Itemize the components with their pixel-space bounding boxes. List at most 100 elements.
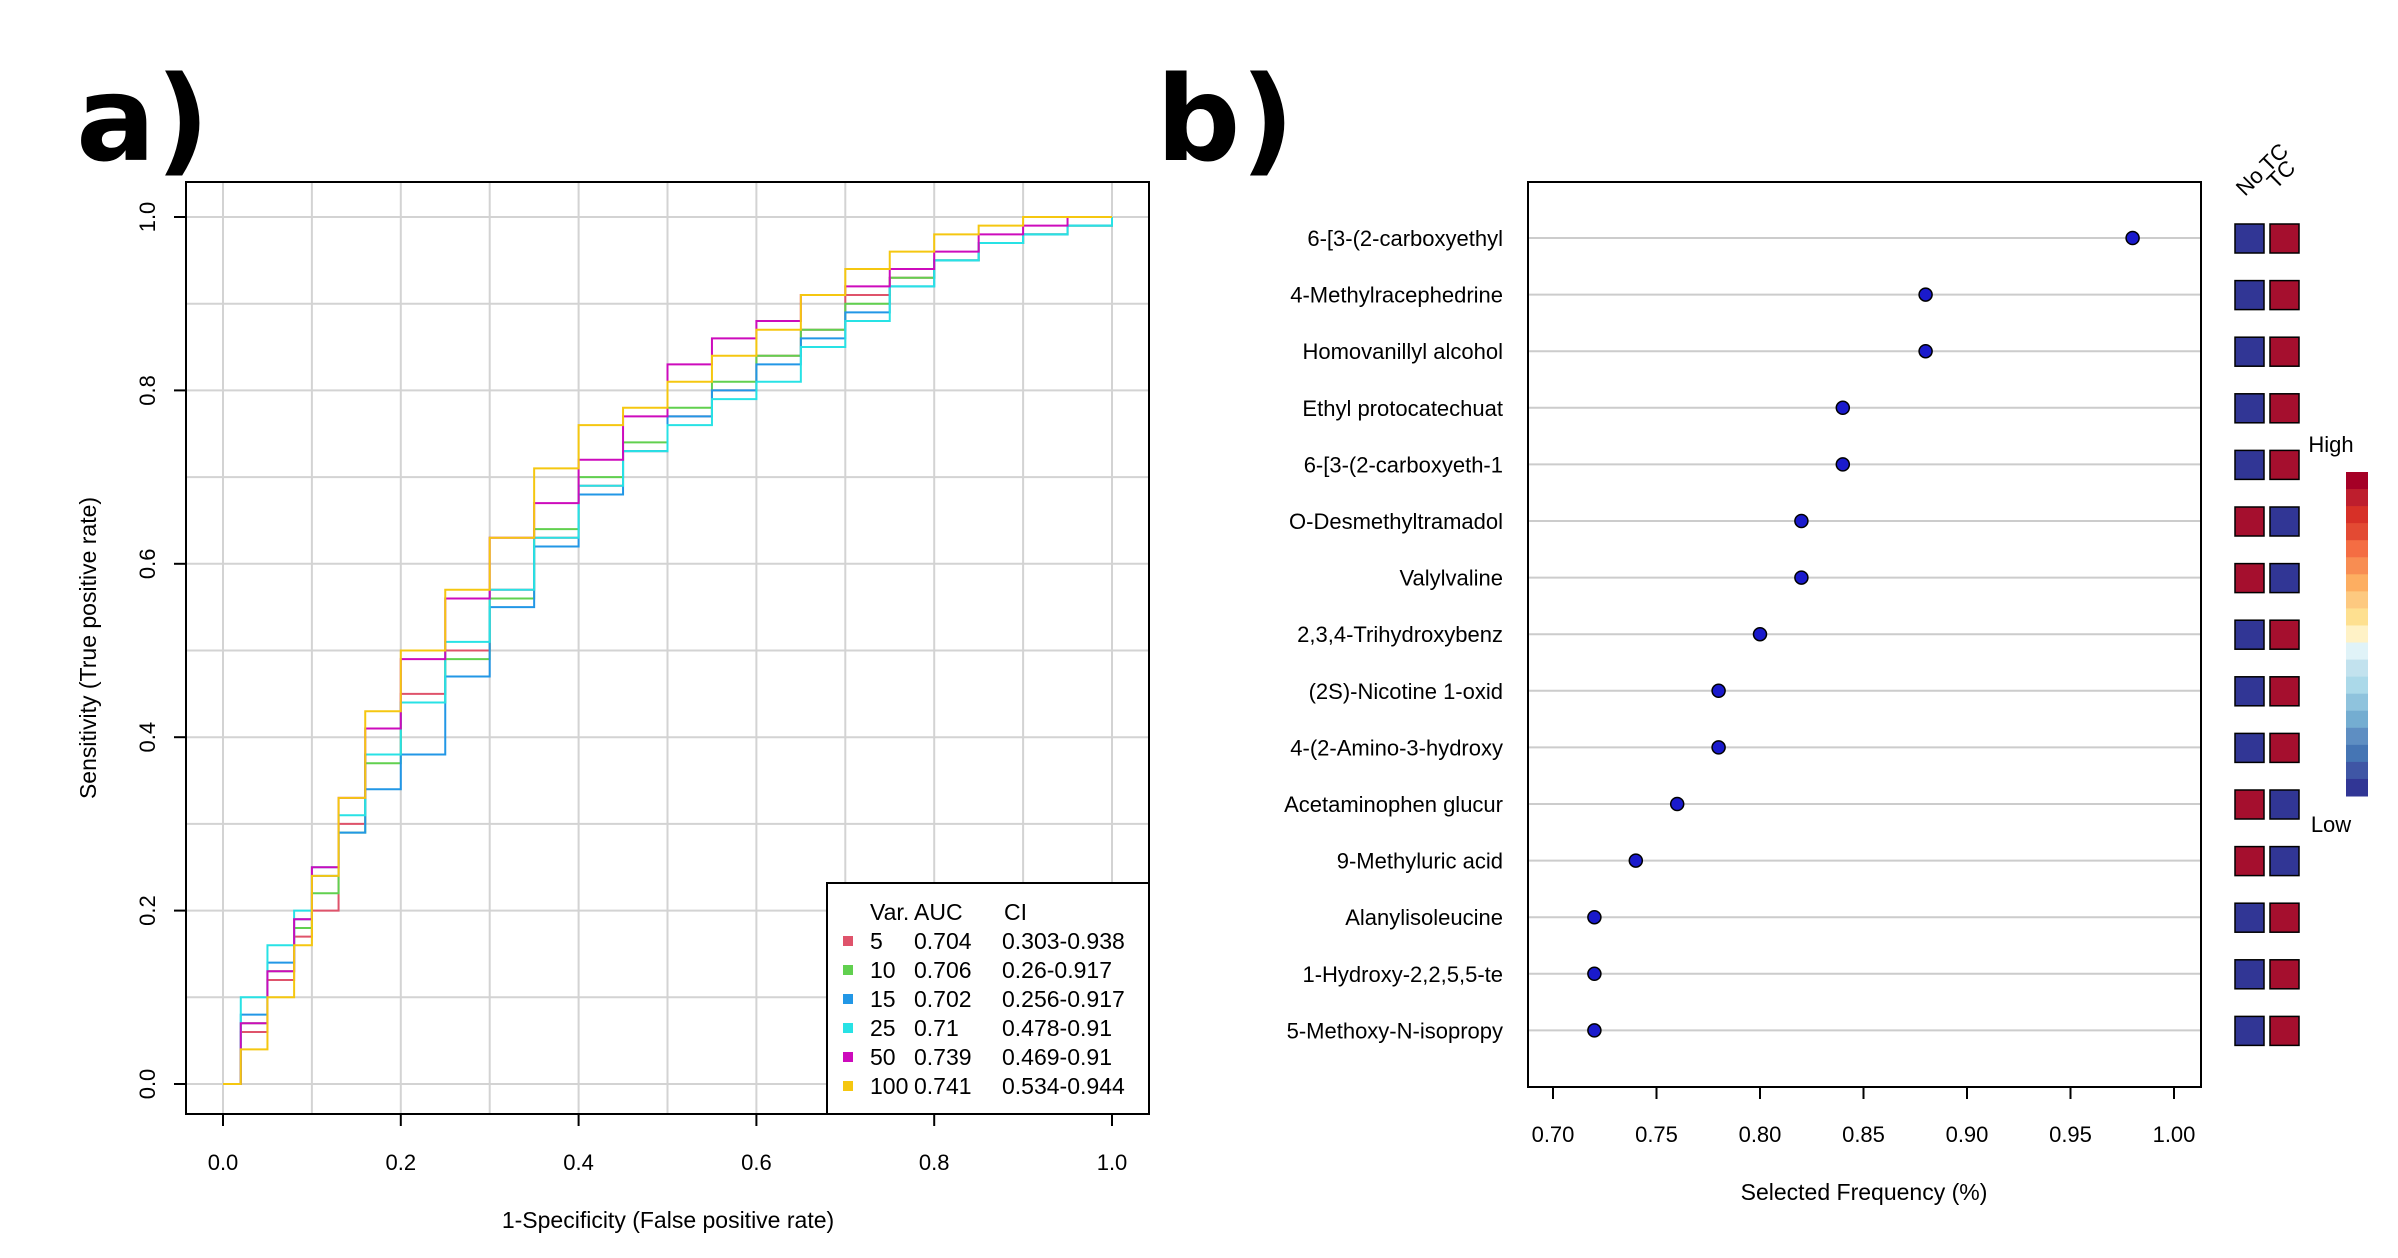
legend-var-5: 5 xyxy=(870,928,883,954)
roc-y-tick-label: 1.0 xyxy=(135,202,160,233)
feature-label: Homovanillyl alcohol xyxy=(1302,339,1503,364)
heat-cell-tc xyxy=(2269,845,2300,877)
heat-cell-tc xyxy=(2269,789,2300,820)
dot-point xyxy=(1711,740,1726,755)
dot-point xyxy=(1587,909,1602,925)
heat-cell-tc xyxy=(2269,959,2300,990)
roc-y-tick-label: 0.2 xyxy=(135,895,160,926)
colorbar-segment xyxy=(2346,540,2368,558)
feature-label: 2,3,4-Trihydroxybenz xyxy=(1297,622,1503,647)
heat-cell-no-tc xyxy=(2234,393,2265,424)
group-heatmap xyxy=(2234,223,2300,1047)
heat-cell-no-tc xyxy=(2234,449,2265,481)
colorbar xyxy=(2346,472,2368,797)
colorbar-segment xyxy=(2346,574,2368,592)
legend-var-50: 50 xyxy=(870,1044,896,1070)
heat-cell-tc xyxy=(2269,732,2300,764)
colorbar-low-label: Low xyxy=(2311,812,2351,837)
heat-cell-tc xyxy=(2269,449,2300,481)
legend-ci-100: 0.534-0.944 xyxy=(1002,1073,1125,1099)
dot-point xyxy=(1794,513,1809,529)
roc-y-tick-label: 0.4 xyxy=(135,722,160,753)
legend-header-ci: CI xyxy=(1004,899,1027,925)
roc-y-axis: 0.0 0.2 0.4 0.6 0.8 1.0 xyxy=(135,202,186,1100)
heat-cell-tc xyxy=(2269,393,2300,424)
legend-swatch-10 xyxy=(843,965,853,975)
dot-point xyxy=(1835,457,1851,472)
roc-x-axis: 0.0 0.2 0.4 0.6 0.8 1.0 xyxy=(208,1113,1128,1175)
legend-auc-25: 0.71 xyxy=(914,1015,959,1041)
legend-header-var: Var. xyxy=(870,899,909,925)
roc-curves xyxy=(223,216,1113,1085)
panel-b-label: b) xyxy=(1156,50,1294,188)
dot-point xyxy=(1711,683,1726,699)
dot-plot-feature-labels: 6-[3-(2-carboxyethyl 4-Methylracephedrine… xyxy=(1284,226,1503,1043)
colorbar-segment xyxy=(2346,727,2368,746)
colorbar-segment xyxy=(2346,642,2368,661)
colorbar-segment xyxy=(2346,676,2368,695)
colorbar-segment xyxy=(2346,523,2368,541)
heat-cell-tc xyxy=(2269,336,2300,367)
roc-x-tick-label: 0.6 xyxy=(741,1150,772,1175)
colorbar-segment xyxy=(2346,744,2368,763)
feature-label: 1-Hydroxy-2,2,5,5-te xyxy=(1302,962,1503,987)
roc-x-tick-label: 0.4 xyxy=(563,1150,594,1175)
colorbar-segment xyxy=(2346,778,2368,797)
legend-ci-15: 0.256-0.917 xyxy=(1002,986,1125,1012)
heat-cell-no-tc xyxy=(2234,959,2265,990)
colorbar-segment xyxy=(2346,693,2368,712)
colorbar-segment xyxy=(2346,761,2368,780)
legend-auc-5: 0.704 xyxy=(914,928,972,954)
heat-cell-tc xyxy=(2269,902,2300,933)
roc-x-tick-label: 0.0 xyxy=(208,1150,239,1175)
heat-cell-no-tc xyxy=(2234,619,2265,650)
feature-label: 9-Methyluric acid xyxy=(1337,849,1503,874)
colorbar-segment xyxy=(2346,625,2368,644)
dot-point xyxy=(1918,343,1933,359)
feature-label: Valylvaline xyxy=(1399,566,1503,591)
dot-point xyxy=(1835,400,1851,416)
heat-cell-tc xyxy=(2269,1015,2300,1047)
dot-x-tick-label: 1.00 xyxy=(2153,1122,2196,1147)
dot-x-tick-label: 0.90 xyxy=(1946,1122,1989,1147)
dot-plot-x-axis: 0.70 0.75 0.80 0.85 0.90 0.95 1.00 xyxy=(1532,1086,2196,1147)
feature-label: (2S)-Nicotine 1-oxid xyxy=(1309,679,1503,704)
colorbar-high-label: High xyxy=(2308,432,2353,457)
roc-y-tick-label: 0.0 xyxy=(135,1069,160,1100)
legend-auc-15: 0.702 xyxy=(914,986,972,1012)
legend-auc-10: 0.706 xyxy=(914,957,972,983)
feature-label: Ethyl protocatechuat xyxy=(1302,396,1503,421)
feature-label: Acetaminophen glucur xyxy=(1284,792,1503,817)
feature-label: O-Desmethyltramadol xyxy=(1289,509,1503,534)
heat-cell-no-tc xyxy=(2234,1015,2265,1047)
legend-auc-50: 0.739 xyxy=(914,1044,972,1070)
roc-x-tick-label: 0.8 xyxy=(919,1150,950,1175)
roc-legend: Var. AUC CI 5 0.704 0.303-0.938 10 0.706 0.26… xyxy=(826,882,1150,1115)
heat-cell-no-tc xyxy=(2234,676,2265,707)
legend-var-15: 15 xyxy=(870,986,896,1012)
legend-box xyxy=(826,882,1150,1115)
legend-ci-25: 0.478-0.91 xyxy=(1002,1015,1112,1041)
dot-point xyxy=(1669,796,1685,812)
dot-point xyxy=(1587,1023,1602,1038)
heat-cell-no-tc xyxy=(2234,845,2265,877)
colorbar-segment xyxy=(2346,472,2368,490)
roc-y-axis-label: Sensitivity (True positive rate) xyxy=(75,497,101,799)
heat-cell-no-tc xyxy=(2234,732,2265,764)
roc-x-tick-label: 1.0 xyxy=(1097,1150,1128,1175)
heat-cell-no-tc xyxy=(2234,279,2265,311)
legend-var-25: 25 xyxy=(870,1015,896,1041)
colorbar-segment xyxy=(2346,506,2368,524)
legend-var-10: 10 xyxy=(870,957,896,983)
legend-ci-10: 0.26-0.917 xyxy=(1002,957,1112,983)
dot-x-tick-label: 0.80 xyxy=(1739,1122,1782,1147)
legend-swatch-100 xyxy=(843,1081,853,1091)
heat-cell-tc xyxy=(2269,676,2300,707)
feature-label: 5-Methoxy-N-isopropy xyxy=(1287,1018,1503,1043)
heat-cell-no-tc xyxy=(2234,789,2265,820)
colorbar-segment xyxy=(2346,608,2368,626)
legend-swatch-50 xyxy=(843,1052,853,1062)
roc-x-tick-label: 0.2 xyxy=(386,1150,417,1175)
dot-x-tick-label: 0.75 xyxy=(1635,1122,1678,1147)
